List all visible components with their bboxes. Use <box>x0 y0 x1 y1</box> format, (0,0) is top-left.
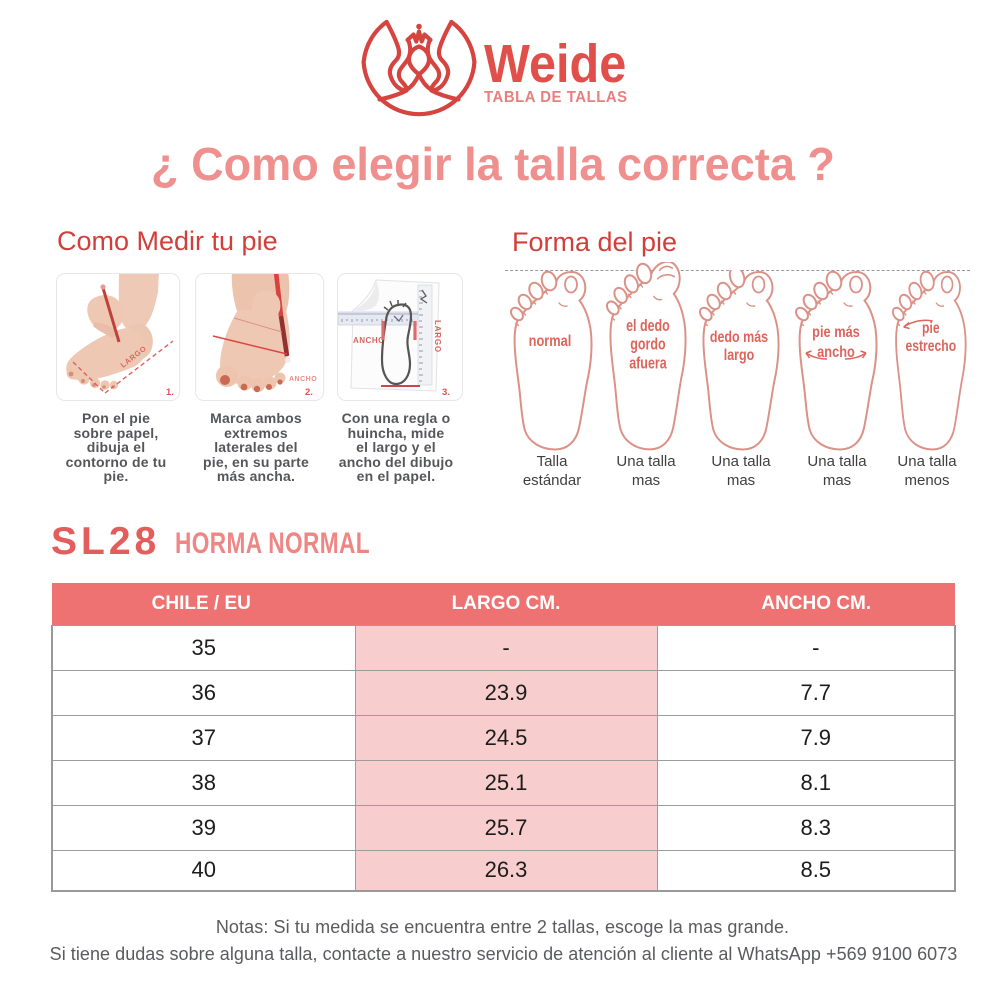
svg-text:ancho: ancho <box>817 344 855 362</box>
svg-text:dedo más: dedo más <box>710 329 768 347</box>
svg-text:el dedo: el dedo <box>626 317 670 335</box>
svg-text:estrecho: estrecho <box>905 337 956 355</box>
svg-text:ANCHO: ANCHO <box>353 336 385 345</box>
svg-text:pie más: pie más <box>812 324 860 342</box>
svg-text:LARGO: LARGO <box>433 320 442 353</box>
svg-text:ANCHO: ANCHO <box>289 376 317 383</box>
svg-text:3.: 3. <box>442 387 450 398</box>
svg-text:normal: normal <box>529 333 572 351</box>
svg-text:afuera: afuera <box>629 355 667 373</box>
svg-text:gordo: gordo <box>630 336 665 354</box>
svg-text:1.: 1. <box>166 387 174 398</box>
svg-text:largo: largo <box>724 347 755 365</box>
svg-text:2.: 2. <box>305 387 313 398</box>
svg-text:pie: pie <box>922 319 940 337</box>
